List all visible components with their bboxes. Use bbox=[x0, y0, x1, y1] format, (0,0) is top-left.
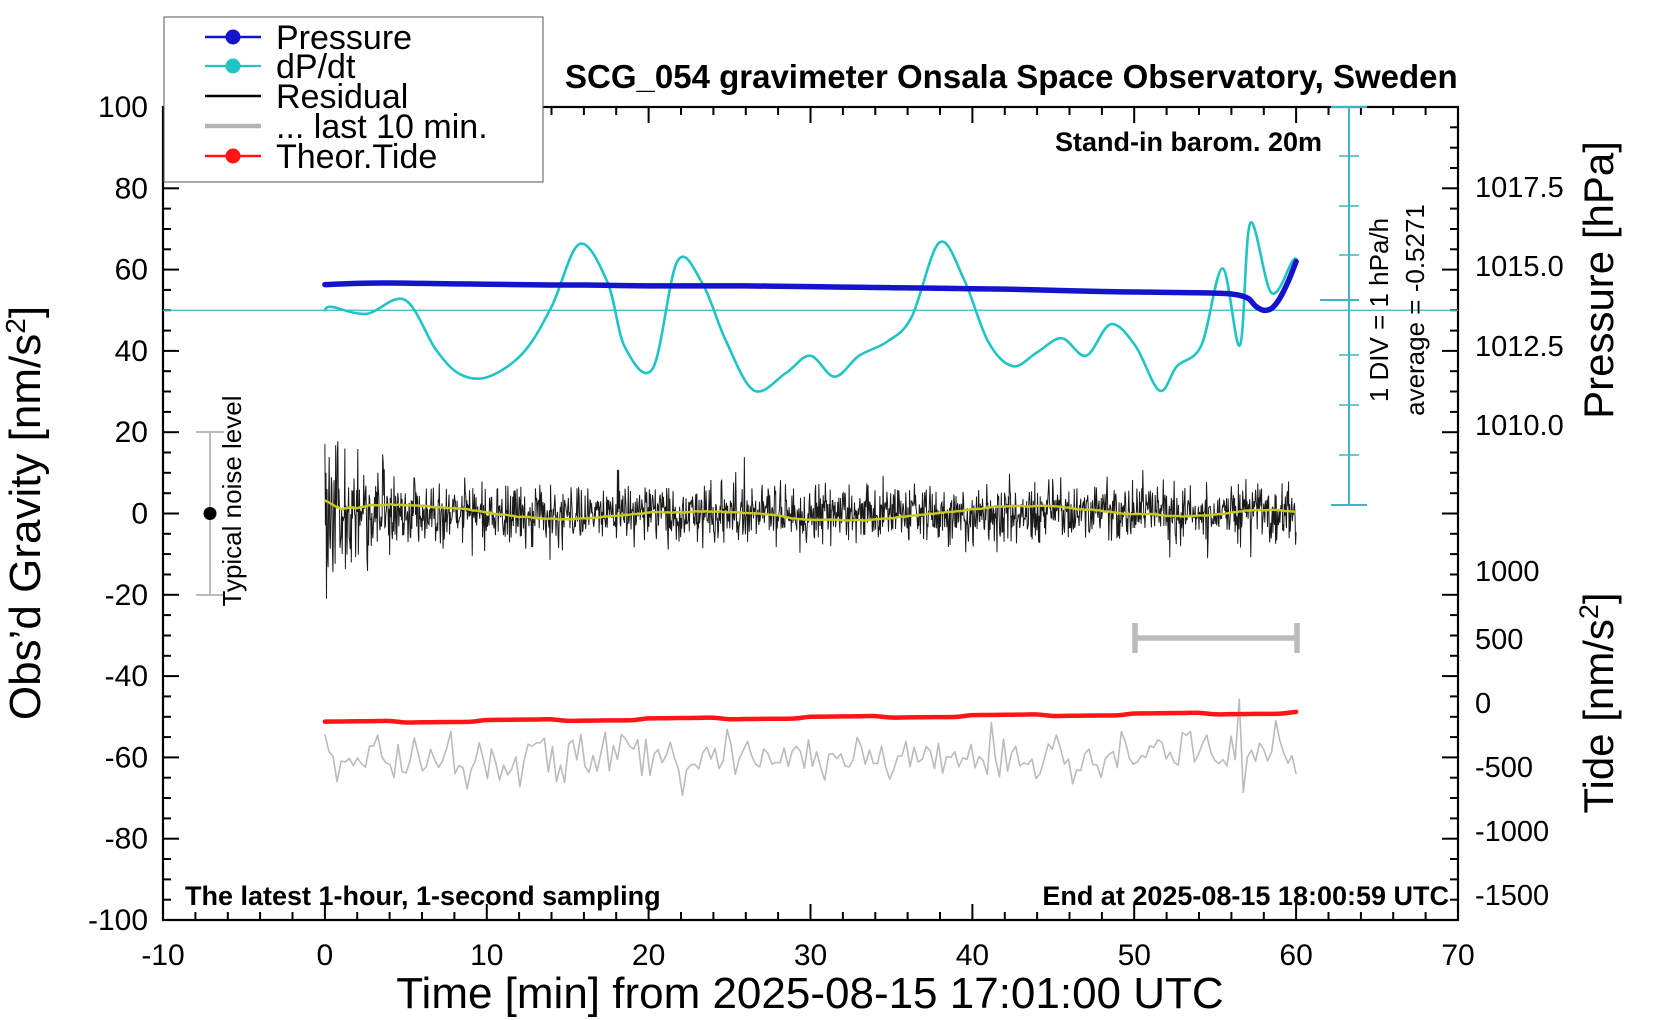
svg-text:average = -0.5271: average = -0.5271 bbox=[1400, 204, 1430, 416]
svg-text:1010.0: 1010.0 bbox=[1475, 410, 1564, 442]
svg-text:1 DIV = 1 hPa/h: 1 DIV = 1 hPa/h bbox=[1364, 218, 1394, 402]
svg-text:1000: 1000 bbox=[1475, 556, 1540, 588]
svg-text:1012.5: 1012.5 bbox=[1475, 331, 1564, 363]
svg-text:80: 80 bbox=[115, 172, 148, 205]
svg-text:Typical noise level: Typical noise level bbox=[217, 396, 247, 607]
svg-text:Tide [nm/s2]: Tide [nm/s2] bbox=[1574, 592, 1622, 813]
svg-text:-60: -60 bbox=[105, 741, 148, 774]
svg-text:Pressure [hPa]: Pressure [hPa] bbox=[1575, 141, 1622, 419]
svg-text:40: 40 bbox=[115, 335, 148, 368]
svg-text:Time [min] from 2025-08-15 17:: Time [min] from 2025-08-15 17:01:00 UTC bbox=[396, 969, 1223, 1018]
svg-text:20: 20 bbox=[115, 416, 148, 449]
svg-text:Stand-in barom. 20m: Stand-in barom. 20m bbox=[1055, 127, 1322, 157]
svg-text:-80: -80 bbox=[105, 823, 148, 856]
svg-text:-40: -40 bbox=[105, 660, 148, 693]
svg-text:60: 60 bbox=[115, 254, 148, 287]
svg-text:40: 40 bbox=[956, 939, 989, 972]
svg-text:-500: -500 bbox=[1475, 752, 1533, 784]
svg-text:0: 0 bbox=[317, 939, 334, 972]
svg-text:-10: -10 bbox=[141, 939, 184, 972]
svg-text:End at 2025-08-15 18:00:59 UTC: End at 2025-08-15 18:00:59 UTC bbox=[1042, 881, 1449, 911]
svg-text:20: 20 bbox=[632, 939, 665, 972]
svg-text:-100: -100 bbox=[88, 904, 148, 937]
svg-text:-20: -20 bbox=[105, 579, 148, 612]
svg-text:70: 70 bbox=[1441, 939, 1474, 972]
svg-text:10: 10 bbox=[470, 939, 503, 972]
svg-text:60: 60 bbox=[1279, 939, 1312, 972]
svg-text:SCG_054 gravimeter Onsala Spac: SCG_054 gravimeter Onsala Space Observat… bbox=[565, 58, 1458, 95]
svg-text:0: 0 bbox=[131, 498, 148, 531]
svg-text:1017.5: 1017.5 bbox=[1475, 172, 1564, 204]
svg-text:-1500: -1500 bbox=[1475, 880, 1549, 912]
svg-text:1015.0: 1015.0 bbox=[1475, 251, 1564, 283]
svg-text:100: 100 bbox=[98, 91, 148, 124]
svg-text:0: 0 bbox=[1475, 688, 1491, 720]
svg-text:-1000: -1000 bbox=[1475, 816, 1549, 848]
svg-text:Theor.Tide: Theor.Tide bbox=[276, 138, 437, 176]
svg-text:30: 30 bbox=[794, 939, 827, 972]
svg-text:50: 50 bbox=[1118, 939, 1151, 972]
svg-text:500: 500 bbox=[1475, 624, 1523, 656]
svg-text:Obs’d Gravity [nm/s2]: Obs’d Gravity [nm/s2] bbox=[0, 306, 50, 720]
svg-text:The latest 1-hour, 1-second sa: The latest 1-hour, 1-second sampling bbox=[185, 881, 661, 911]
